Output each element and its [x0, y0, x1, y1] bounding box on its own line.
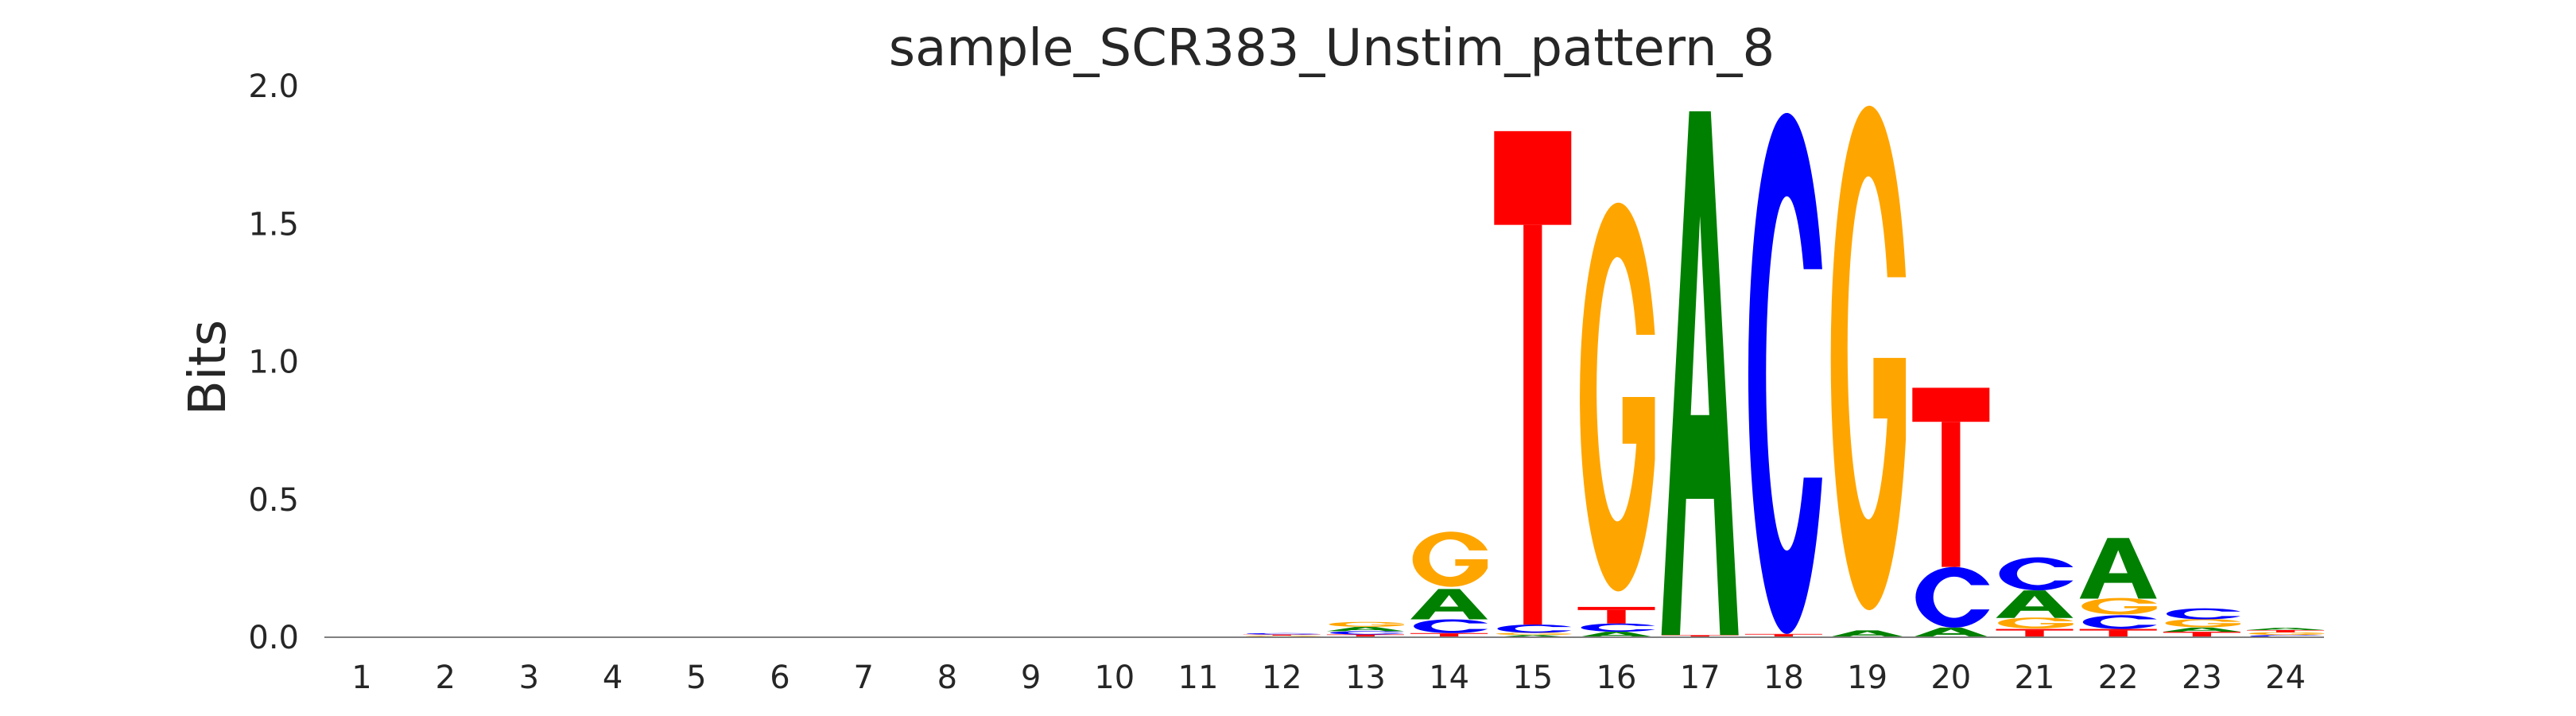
x-axis-ticks: 1 2 3 4 5 6 7 8 9 10 11 12 13 14 15 16 17 18 19 20 21 22 23 24 [351, 660, 2306, 696]
logo-letter-A [1661, 111, 1739, 636]
y-axis-label: Bits [179, 320, 238, 415]
logo-letter-T [1243, 634, 1321, 636]
x-tick-label: 24 [2265, 660, 2306, 696]
x-tick-label: 17 [1680, 660, 1721, 696]
logo-letter-T [1912, 387, 1990, 567]
logo-letter-T [1410, 632, 1488, 637]
x-tick-label: 11 [1178, 660, 1219, 696]
x-tick-label: 19 [1847, 660, 1887, 696]
logo-letter-G [1496, 632, 1572, 636]
logo-letter-G [2248, 632, 2325, 636]
x-tick-label: 8 [937, 660, 957, 696]
logo-letter-T [2163, 632, 2240, 637]
logo-letter-C [2166, 608, 2240, 620]
logo-letter-C [1414, 619, 1488, 633]
logo-letter-A [1829, 630, 1907, 637]
logo-letter-A [1326, 627, 1404, 632]
x-tick-label: 23 [2182, 660, 2222, 696]
logo-letter-T [1661, 635, 1739, 637]
x-tick-label: 12 [1262, 660, 1302, 696]
logo-letter-C [1915, 566, 1990, 628]
x-tick-label: 4 [603, 660, 623, 696]
x-tick-label: 18 [1763, 660, 1804, 696]
logo-letter-A [1996, 590, 2074, 618]
logo-letter-G [1329, 621, 1404, 627]
x-tick-label: 22 [2098, 660, 2139, 696]
logo-letter-G [2165, 619, 2240, 628]
logo-letter-C [1999, 557, 2074, 591]
x-tick-label: 13 [1345, 660, 1386, 696]
y-axis-ticks: 0.0 0.5 1.0 1.5 2.0 [248, 68, 299, 656]
logo-letter-A [2163, 627, 2240, 632]
logo-letter-T [1744, 633, 1822, 637]
x-tick-label: 3 [519, 660, 539, 696]
y-tick-label: 0.5 [248, 482, 299, 519]
logo-letter-G [2081, 597, 2157, 615]
logo-letter-T [2079, 628, 2157, 637]
x-tick-label: 7 [853, 660, 873, 696]
x-tick-label: 6 [770, 660, 789, 696]
x-tick-label: 9 [1021, 660, 1041, 696]
logo-letter-T [1326, 634, 1404, 637]
x-tick-label: 5 [686, 660, 706, 696]
logo-letter-A [1912, 627, 1990, 637]
y-tick-label: 1.0 [248, 344, 299, 381]
logo-letter-A [2247, 628, 2325, 630]
logo-letter-C [1748, 112, 1822, 634]
x-tick-label: 14 [1429, 660, 1469, 696]
logo-letter-T [2247, 629, 2325, 632]
logo-letter-T [1577, 606, 1655, 624]
logo-letter-C [1581, 623, 1655, 632]
logo-letter-T [1494, 130, 1572, 625]
x-tick-label: 2 [435, 660, 455, 696]
x-tick-label: 10 [1094, 660, 1135, 696]
logo-letter-A [2079, 538, 2157, 599]
x-tick-label: 15 [1512, 660, 1553, 696]
logo-letter-A [1577, 632, 1655, 637]
x-tick-label: 16 [1596, 660, 1637, 696]
logo-letter-G [1580, 202, 1655, 592]
logo-letter-G [1830, 105, 1907, 610]
y-tick-label: 2.0 [248, 68, 299, 105]
logo-letter-C [1329, 631, 1404, 635]
logo-letter-C [1246, 632, 1321, 635]
x-tick-label: 1 [351, 660, 371, 696]
logo-letter-G [1998, 617, 2074, 629]
logo-letter-C [1497, 625, 1572, 633]
logo-letter-A [1410, 589, 1488, 620]
logo-letter-G [1412, 531, 1488, 587]
x-tick-label: 21 [2015, 660, 2055, 696]
logo-letter-T [1996, 628, 2074, 637]
x-tick-label: 20 [1930, 660, 1971, 696]
y-tick-label: 1.5 [248, 206, 299, 243]
chart-title: sample_SCR383_Unstim_pattern_8 [889, 19, 1775, 78]
logo-letter-C [2082, 615, 2157, 629]
logo-letter-stacks [1243, 105, 2325, 637]
y-tick-label: 0.0 [248, 620, 299, 656]
